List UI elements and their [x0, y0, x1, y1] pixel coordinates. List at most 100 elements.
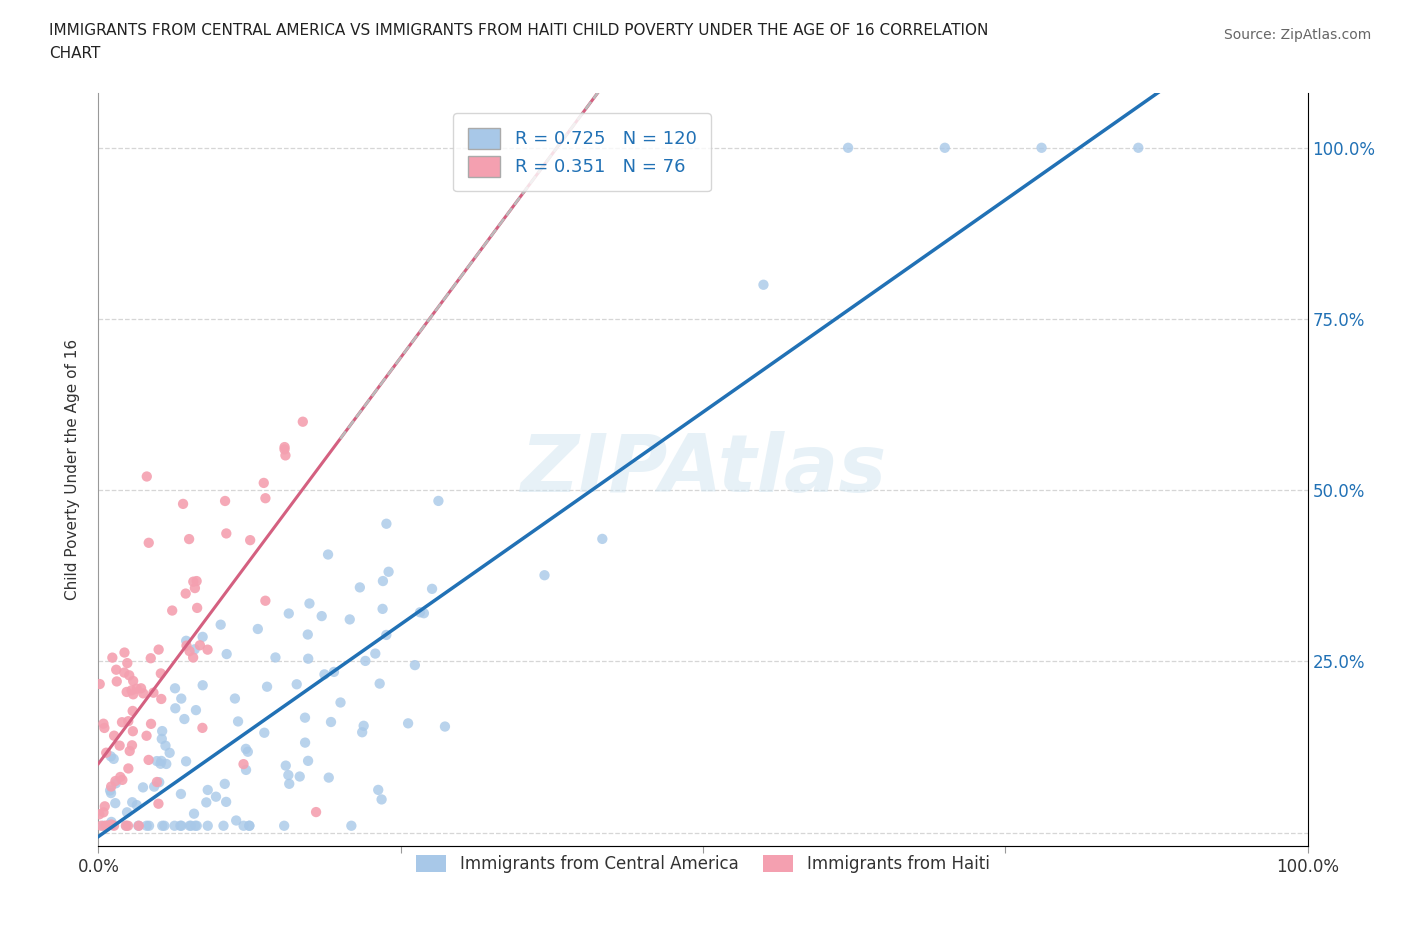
Point: [98, 783, 121, 798]
Point: [226, 714, 249, 729]
Point: [285, 677, 308, 692]
Point: [104, 774, 127, 789]
Point: [277, 767, 299, 782]
Point: [163, 818, 186, 833]
Point: [117, 713, 139, 728]
Point: [146, 753, 169, 768]
Point: [148, 642, 170, 657]
Point: [170, 818, 193, 833]
Point: [246, 621, 269, 636]
Point: [298, 596, 321, 611]
Point: [115, 804, 138, 819]
Point: [148, 796, 170, 811]
Point: [232, 818, 254, 833]
Point: [97, 818, 120, 833]
Point: [93, 721, 115, 736]
Point: [135, 818, 157, 833]
Point: [125, 682, 148, 697]
Point: [254, 593, 277, 608]
Point: [122, 687, 145, 702]
Point: [118, 744, 141, 759]
Point: [205, 790, 228, 804]
Point: [232, 757, 254, 772]
Point: [121, 795, 143, 810]
Point: [121, 724, 143, 738]
Point: [100, 786, 122, 801]
Point: [212, 818, 235, 833]
Point: [100, 817, 122, 832]
Point: [225, 813, 247, 828]
Point: [150, 731, 173, 746]
Point: [115, 818, 138, 833]
Point: [100, 749, 122, 764]
Point: [89, 677, 111, 692]
Point: [104, 776, 127, 790]
Point: [165, 701, 187, 716]
Point: [149, 666, 172, 681]
Point: [121, 703, 143, 718]
Point: [142, 685, 165, 700]
Point: [181, 650, 204, 665]
Point: [352, 724, 374, 739]
Point: [273, 818, 295, 833]
Point: [353, 718, 375, 733]
Point: [153, 818, 176, 833]
Point: [138, 818, 160, 833]
Point: [93, 804, 115, 819]
Point: [105, 662, 128, 677]
Point: [150, 753, 173, 768]
Point: [94, 799, 117, 814]
Point: [215, 794, 238, 809]
Point: [291, 414, 314, 429]
Point: [533, 568, 555, 583]
Point: [108, 738, 131, 753]
Point: [409, 604, 432, 619]
Point: [253, 475, 276, 490]
Point: [94, 818, 117, 833]
Point: [278, 777, 301, 791]
Point: [1031, 140, 1053, 155]
Point: [371, 574, 394, 589]
Point: [138, 752, 160, 767]
Point: [139, 651, 162, 666]
Point: [104, 796, 127, 811]
Text: CHART: CHART: [49, 46, 101, 61]
Point: [1128, 140, 1150, 155]
Point: [121, 737, 143, 752]
Point: [364, 646, 387, 661]
Point: [163, 681, 186, 696]
Point: [837, 140, 859, 155]
Point: [274, 758, 297, 773]
Point: [174, 586, 197, 601]
Point: [160, 603, 183, 618]
Point: [214, 494, 236, 509]
Point: [155, 738, 177, 753]
Point: [101, 650, 124, 665]
Point: [100, 779, 122, 794]
Point: [132, 686, 155, 701]
Point: [100, 815, 122, 830]
Point: [256, 679, 278, 694]
Point: [274, 448, 297, 463]
Point: [433, 719, 456, 734]
Point: [367, 782, 389, 797]
Point: [96, 818, 118, 833]
Point: [125, 798, 148, 813]
Point: [375, 516, 398, 531]
Text: Source: ZipAtlas.com: Source: ZipAtlas.com: [1223, 28, 1371, 42]
Point: [235, 763, 257, 777]
Point: [375, 628, 398, 643]
Point: [591, 531, 613, 546]
Point: [297, 627, 319, 642]
Point: [370, 792, 392, 807]
Point: [173, 711, 195, 726]
Point: [197, 643, 219, 658]
Point: [117, 761, 139, 776]
Point: [238, 818, 260, 833]
Point: [311, 608, 333, 623]
Point: [215, 646, 238, 661]
Y-axis label: Child Poverty Under the Age of 16: Child Poverty Under the Age of 16: [65, 339, 80, 600]
Point: [111, 773, 134, 788]
Point: [118, 668, 141, 683]
Point: [103, 751, 125, 766]
